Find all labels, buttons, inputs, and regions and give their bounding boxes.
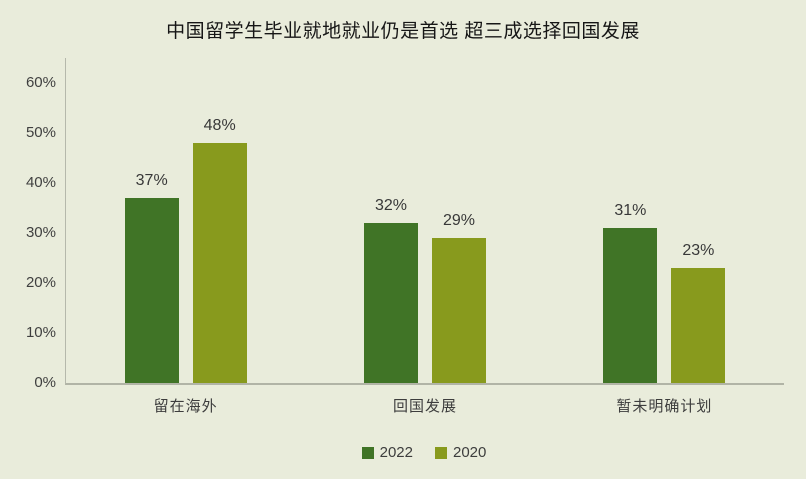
bar-value-label: 29% xyxy=(442,212,476,229)
plot-area: 0% 10% 20% 30% 40% 50% 60% 37% 48% 留在海外 32% 29% 回国发展… xyxy=(26,58,784,415)
legend-item-2020: 2020 xyxy=(435,444,486,461)
bar-value-label: 31% xyxy=(614,202,647,219)
legend-swatch-2020 xyxy=(435,446,447,459)
category-label: 暂未明确计划 xyxy=(616,398,713,415)
legend-item-2022: 2022 xyxy=(361,444,413,461)
bar-value-label: 32% xyxy=(374,197,408,214)
y-tick-label: 60% xyxy=(25,74,56,91)
bar-2022-cat2 xyxy=(603,228,658,383)
y-tick-label: 10% xyxy=(25,324,56,341)
y-tick-label: 0% xyxy=(34,374,56,391)
legend: 2022 2020 xyxy=(65,444,783,461)
legend-swatch-2022 xyxy=(361,446,374,459)
bar-2020-cat1 xyxy=(432,238,486,383)
y-tick-label: 50% xyxy=(25,124,56,141)
bar-2022-cat0 xyxy=(124,198,179,383)
bar-2022-cat1 xyxy=(364,223,418,383)
bar-2020-cat2 xyxy=(671,268,726,383)
y-tick-label: 40% xyxy=(25,174,56,191)
category-label: 回国发展 xyxy=(392,398,457,415)
chart-title: 中国留学生毕业就地就业仍是首选 超三成选择回国发展 xyxy=(166,21,640,42)
legend-label-2020: 2020 xyxy=(453,444,487,461)
y-tick-label: 20% xyxy=(25,274,56,291)
bar-2020-cat0 xyxy=(192,143,247,383)
y-tick-label: 30% xyxy=(25,224,56,241)
legend-label-2022: 2022 xyxy=(379,444,413,461)
bar-value-label: 23% xyxy=(682,242,715,259)
bar-value-label: 37% xyxy=(135,172,168,189)
bar-value-label: 48% xyxy=(203,117,236,134)
category-label: 留在海外 xyxy=(153,398,218,415)
